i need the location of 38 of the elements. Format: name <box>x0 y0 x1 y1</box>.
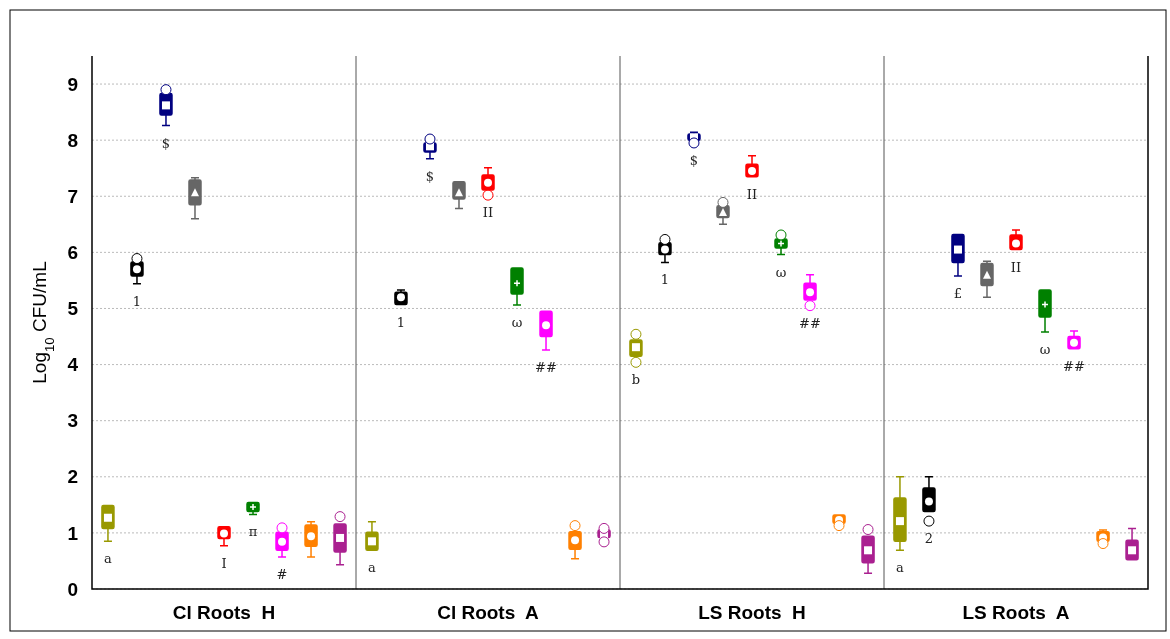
text: b <box>631 372 641 388</box>
text: a <box>368 560 376 576</box>
text: $ <box>425 168 435 184</box>
text: ## <box>535 359 557 375</box>
x-tick-label: LS Roots A <box>962 602 1070 623</box>
text: ω <box>775 264 787 280</box>
text: I <box>221 555 227 571</box>
y-tick-label: 8 <box>67 129 78 151</box>
text: $ <box>161 135 171 151</box>
text: ## <box>799 315 821 331</box>
text: II <box>482 205 494 221</box>
y-tick-label: 1 <box>67 522 79 544</box>
text: 1 <box>396 314 406 330</box>
text: 2 <box>924 531 934 547</box>
text: II <box>1010 259 1022 275</box>
y-tick-label: 9 <box>67 73 78 95</box>
text: II <box>746 186 758 202</box>
text: 1 <box>132 293 142 309</box>
text: $ <box>689 152 699 168</box>
x-tick-label: Cl Roots A <box>437 602 540 623</box>
text: 1 <box>660 272 670 288</box>
y-tick-label: 4 <box>67 354 79 376</box>
text: ## <box>1063 358 1085 374</box>
x-tick-label: LS Roots H <box>698 602 806 623</box>
y-tick-label: 5 <box>67 298 79 320</box>
text: ω <box>1039 342 1051 358</box>
text: # <box>276 567 288 583</box>
y-tick-label: 0 <box>67 578 78 600</box>
x-tick-label: Cl Roots H <box>172 602 276 623</box>
y-tick-label: 7 <box>67 185 78 207</box>
y-tick-label: 3 <box>67 410 78 432</box>
y-tick-label: 2 <box>67 466 78 488</box>
text: a <box>104 551 112 567</box>
text: ω <box>511 315 523 331</box>
text: £ <box>953 285 963 301</box>
y-tick-label: 6 <box>67 242 78 264</box>
text: π <box>248 524 258 540</box>
text: a <box>896 560 904 576</box>
